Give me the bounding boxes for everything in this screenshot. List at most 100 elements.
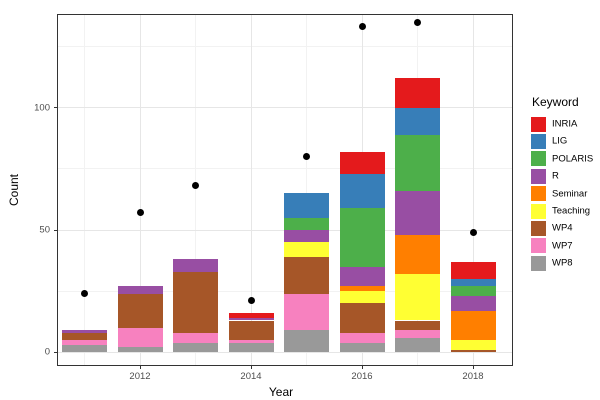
bar-segment-wp4-2015 <box>284 256 329 294</box>
bar-segment-wp7-2016 <box>339 332 385 343</box>
y-gridline-minor <box>57 46 513 48</box>
bar-segment-inria-2016 <box>339 151 385 174</box>
legend-item-label: POLARIS <box>552 153 594 165</box>
legend-item-label: R <box>552 170 559 182</box>
bar-segment-r-2018 <box>450 296 496 311</box>
bar-segment-teaching-2015 <box>284 242 329 257</box>
bar-segment-lig-2016 <box>339 173 385 208</box>
bar-segment-wp4-2013 <box>173 271 218 333</box>
bar-segment-r-2016 <box>339 266 385 287</box>
bar-segment-teaching-2017 <box>395 274 440 321</box>
y-gridline-major <box>57 107 513 109</box>
x-axis-title: Year <box>268 385 294 399</box>
legend-swatch-icon <box>531 238 546 254</box>
y-gridline-major <box>57 351 513 353</box>
bar-segment-inria-2014 <box>228 313 274 319</box>
legend-item-label: INRIA <box>552 118 578 130</box>
bar-segment-wp7-2014 <box>228 340 274 343</box>
x-gridline-minor <box>84 14 85 366</box>
bar-segment-wp4-2014 <box>228 320 274 341</box>
legend-title: Keyword <box>532 95 579 109</box>
bar-segment-r-2015 <box>284 230 329 243</box>
bar-segment-seminar-2016 <box>339 286 385 292</box>
legend-swatch-icon <box>531 255 546 271</box>
legend-swatch-icon <box>531 168 546 184</box>
scatter-dot-2014 <box>247 297 255 305</box>
scatter-dot-2015 <box>303 153 310 161</box>
bar-segment-wp7-2012 <box>117 327 163 348</box>
y-tick-mark <box>53 107 57 109</box>
bar-segment-r-2017 <box>395 190 440 235</box>
legend-item-label: WP8 <box>552 257 573 269</box>
legend-swatch-icon <box>531 220 546 236</box>
y-tick-mark <box>53 351 57 353</box>
bar-segment-wp4-2012 <box>117 293 163 328</box>
bar-segment-lig-2017 <box>395 107 440 135</box>
bar-segment-wp7-2017 <box>395 330 440 338</box>
y-tick-label: 0 <box>44 346 50 358</box>
bar-segment-seminar-2017 <box>395 234 440 275</box>
x-gridline-minor <box>195 14 196 366</box>
x-tick-label: 2014 <box>240 370 262 382</box>
bar-segment-wp8-2015 <box>284 330 329 353</box>
bar-segment-r-2014 <box>228 318 274 321</box>
y-tick-mark <box>53 229 57 231</box>
legend-swatch-icon <box>531 203 546 219</box>
bar-segment-polaris-2017 <box>395 134 440 191</box>
y-tick-label: 50 <box>39 224 50 236</box>
bar-segment-wp8-2014 <box>228 342 274 353</box>
scatter-dot-2016 <box>358 23 366 31</box>
bar-segment-lig-2015 <box>284 193 329 218</box>
legend-item-label: WP7 <box>552 240 573 252</box>
bar-segment-lig-2018 <box>450 278 496 287</box>
bar-segment-wp4-2017 <box>395 320 440 331</box>
bar-segment-wp8-2011 <box>62 344 107 353</box>
x-tick-mark <box>361 365 363 369</box>
bar-segment-inria-2018 <box>450 261 496 279</box>
y-gridline-minor <box>57 168 513 170</box>
bar-segment-wp7-2013 <box>173 332 218 343</box>
bar-segment-teaching-2016 <box>339 291 385 304</box>
x-tick-mark <box>472 365 474 369</box>
x-tick-mark <box>250 365 252 369</box>
scatter-dot-2013 <box>192 182 199 190</box>
scatter-dot-2012 <box>136 209 144 217</box>
x-tick-mark <box>139 365 141 369</box>
legend-swatch-icon <box>531 186 546 202</box>
bar-segment-wp4-2016 <box>339 303 385 333</box>
bar-segment-r-2013 <box>173 259 218 272</box>
bar-segment-seminar-2018 <box>450 310 496 341</box>
bar-segment-polaris-2015 <box>284 217 329 230</box>
scatter-dot-2017 <box>414 18 421 26</box>
bar-segment-teaching-2018 <box>450 340 496 350</box>
scatter-dot-2011 <box>81 290 88 298</box>
y-axis-title: Count <box>7 173 21 207</box>
legend-swatch-icon <box>531 151 546 167</box>
bar-segment-wp8-2013 <box>173 342 218 353</box>
legend-swatch-icon <box>531 116 546 132</box>
bar-segment-r-2012 <box>117 286 163 294</box>
legend-swatch-icon <box>531 133 546 149</box>
legend-item-label: Teaching <box>552 205 591 217</box>
x-gridline-major <box>250 14 252 366</box>
x-gridline-minor <box>306 14 307 366</box>
x-tick-label: 2016 <box>351 370 373 382</box>
bar-segment-inria-2017 <box>395 78 440 108</box>
bar-segment-wp7-2011 <box>62 340 107 345</box>
bar-segment-wp8-2016 <box>339 342 385 353</box>
legend-item-label: WP4 <box>552 222 573 234</box>
legend-item-label: Seminar <box>552 187 588 199</box>
x-tick-label: 2018 <box>462 370 484 382</box>
bar-segment-polaris-2016 <box>339 207 385 267</box>
bar-segment-wp4-2011 <box>62 332 107 341</box>
legend-item-label: LIG <box>552 135 568 147</box>
bar-segment-wp4-2018 <box>450 349 496 353</box>
y-tick-label: 100 <box>34 101 50 113</box>
bar-segment-r-2011 <box>62 330 107 333</box>
bar-segment-wp8-2017 <box>395 337 440 353</box>
x-tick-label: 2012 <box>129 370 151 382</box>
bar-segment-wp8-2012 <box>117 347 163 353</box>
x-gridline-major <box>472 14 474 366</box>
scatter-dot-2018 <box>469 228 477 236</box>
